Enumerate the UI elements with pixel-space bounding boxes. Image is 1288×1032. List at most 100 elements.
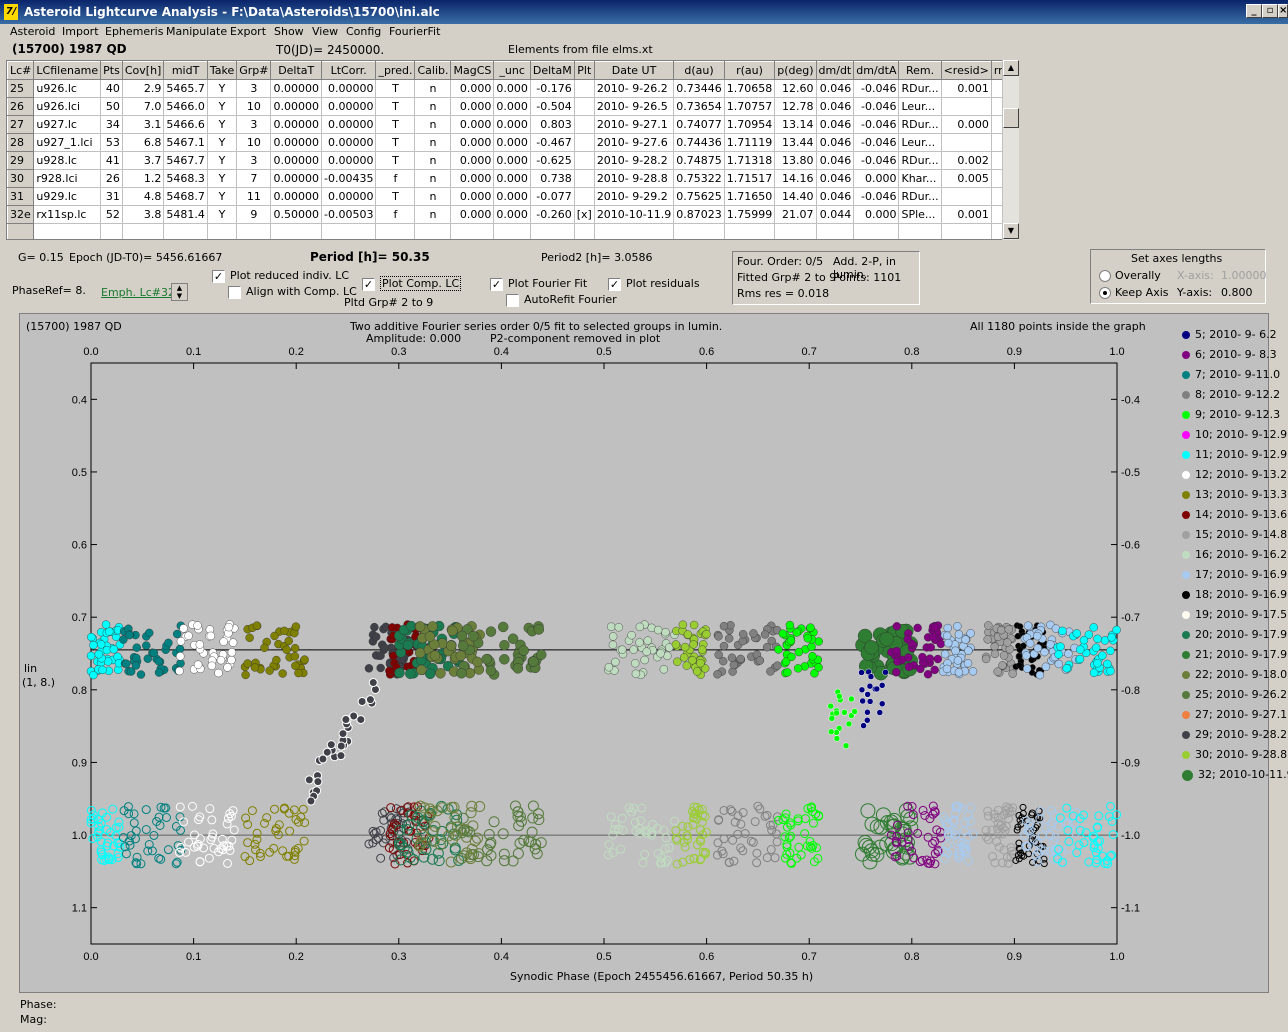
table-cell[interactable] — [898, 223, 942, 239]
table-cell[interactable]: -0.00503 — [321, 205, 377, 224]
column-header[interactable]: DeltaT — [270, 61, 322, 80]
table-cell[interactable]: 0.046 — [816, 79, 855, 98]
table-cell[interactable]: 5465.7 — [163, 79, 208, 98]
table-cell[interactable]: 0.00000 — [321, 115, 377, 134]
table-cell[interactable]: 10 — [236, 133, 272, 152]
column-header[interactable]: Grp# — [236, 61, 272, 80]
table-cell[interactable]: Y — [207, 79, 238, 98]
table-cell[interactable]: 3 — [236, 115, 272, 134]
table-cell[interactable]: 0.00000 — [270, 151, 322, 170]
table-cell[interactable] — [574, 97, 595, 116]
emph-spinner[interactable]: ▲ ▼ — [171, 283, 188, 301]
table-cell[interactable]: n — [414, 187, 452, 206]
table-cell[interactable]: n — [414, 97, 452, 116]
table-cell[interactable] — [574, 115, 595, 134]
table-cell[interactable]: 0.046 — [816, 97, 855, 116]
table-cell[interactable] — [530, 223, 575, 239]
table-cell[interactable]: 0.000 — [450, 205, 495, 224]
table-cell[interactable]: T — [375, 97, 416, 116]
table-cell[interactable]: 5468.7 — [163, 187, 208, 206]
column-header[interactable]: Plt — [573, 61, 595, 80]
table-cell[interactable]: -0.504 — [530, 97, 575, 116]
table-cell[interactable]: 4.8 — [122, 187, 165, 206]
column-header[interactable]: <resid> — [940, 61, 992, 80]
table-cell[interactable]: 0.000 — [493, 187, 531, 206]
row-header[interactable]: 28 — [7, 133, 35, 152]
table-cell[interactable]: -0.046 — [853, 79, 900, 98]
table-cell[interactable] — [207, 223, 238, 239]
table-cell[interactable] — [236, 223, 272, 239]
table-cell[interactable]: 13.14 — [774, 115, 817, 134]
plot-fourier-checkbox[interactable]: ✓ Plot Fourier Fit — [490, 277, 587, 291]
table-cell[interactable]: Leur... — [898, 133, 942, 152]
table-cell[interactable]: -0.046 — [853, 151, 900, 170]
plot-residuals-checkbox[interactable]: ✓ Plot residuals — [608, 277, 700, 291]
table-cell[interactable]: 0.000 — [853, 205, 900, 224]
table-cell[interactable]: 10 — [236, 97, 272, 116]
table-cell[interactable]: 0.738 — [530, 169, 575, 188]
table-cell[interactable]: 0.74436 — [673, 133, 725, 152]
table-cell[interactable]: 0.74875 — [673, 151, 725, 170]
table-cell[interactable]: -0.467 — [530, 133, 575, 152]
table-cell[interactable]: 53 — [100, 133, 123, 152]
table-cell[interactable]: RDur... — [898, 151, 942, 170]
emph-lc-link[interactable]: Emph. Lc#32: — [101, 286, 179, 299]
table-cell[interactable]: 52 — [100, 205, 123, 224]
table-cell[interactable]: 2010- 9-29.2 — [594, 187, 675, 206]
table-cell[interactable]: 0.00000 — [270, 79, 322, 98]
table-cell[interactable]: T — [375, 187, 416, 206]
table-cell[interactable]: u927.lc — [33, 115, 102, 134]
table-cell[interactable]: 0.74077 — [673, 115, 725, 134]
table-cell[interactable]: 0.046 — [816, 187, 855, 206]
period-label[interactable]: Period [h]= 50.35 — [310, 250, 430, 264]
table-cell[interactable]: 26 — [100, 169, 123, 188]
table-cell[interactable]: 0.00000 — [321, 79, 377, 98]
table-cell[interactable]: 0.001 — [941, 205, 992, 224]
table-cell[interactable]: T — [375, 151, 416, 170]
table-cell[interactable] — [574, 169, 595, 188]
column-header[interactable]: p(deg) — [774, 61, 817, 80]
table-cell[interactable] — [941, 97, 992, 116]
table-cell[interactable]: 0.87023 — [673, 205, 725, 224]
table-cell[interactable]: 14.40 — [774, 187, 817, 206]
table-cell[interactable]: 0.00000 — [270, 187, 322, 206]
menu-ephemeris[interactable]: Ephemeris — [105, 25, 164, 38]
table-cell[interactable] — [33, 223, 102, 239]
table-cell[interactable]: n — [414, 169, 452, 188]
table-cell[interactable]: RDur... — [898, 115, 942, 134]
restore-icon[interactable]: ▫ — [1262, 4, 1278, 18]
table-cell[interactable]: 0.000 — [450, 169, 495, 188]
table-cell[interactable] — [724, 223, 776, 239]
table-scrollbar[interactable]: ▲ ▼ — [1002, 60, 1019, 240]
table-cell[interactable]: 13.44 — [774, 133, 817, 152]
plot-comp-checkbox[interactable]: ✓ Plot Comp. LC — [362, 276, 462, 291]
table-cell[interactable]: 2010- 9-27.6 — [594, 133, 675, 152]
table-cell[interactable]: 0.000 — [450, 133, 495, 152]
table-cell[interactable]: -0.260 — [530, 205, 575, 224]
table-cell[interactable] — [941, 223, 992, 239]
table-cell[interactable]: 0.001 — [941, 79, 992, 98]
table-cell[interactable] — [321, 223, 377, 239]
table-cell[interactable]: 2010- 9-28.8 — [594, 169, 675, 188]
table-cell[interactable] — [493, 223, 531, 239]
period2-label[interactable]: Period2 [h]= 3.0586 — [541, 251, 653, 264]
table-cell[interactable]: SPle... — [898, 205, 942, 224]
table-cell[interactable]: 0.000 — [493, 205, 531, 224]
menu-fourierfit[interactable]: FourierFit — [389, 25, 441, 38]
table-cell[interactable] — [574, 187, 595, 206]
align-checkbox[interactable]: Align with Comp. LC — [228, 285, 357, 299]
table-cell[interactable]: Khar... — [898, 169, 942, 188]
table-cell[interactable]: 1.71517 — [724, 169, 776, 188]
table-cell[interactable]: rx11sp.lc — [33, 205, 102, 224]
table-cell[interactable]: 0.000 — [450, 187, 495, 206]
table-cell[interactable]: 1.71119 — [724, 133, 776, 152]
table-cell[interactable]: 3.1 — [122, 115, 165, 134]
column-header[interactable]: midT — [163, 61, 208, 80]
lightcurve-plot[interactable]: 0.0 0.0 0.1 0.1 0.2 0.2 0.3 0.3 0.4 0.4 0.5 0.5 0.6 0… — [19, 313, 1288, 993]
table-cell[interactable]: 0.000 — [493, 115, 531, 134]
table-cell[interactable] — [375, 223, 416, 239]
menu-show[interactable]: Show — [274, 25, 304, 38]
